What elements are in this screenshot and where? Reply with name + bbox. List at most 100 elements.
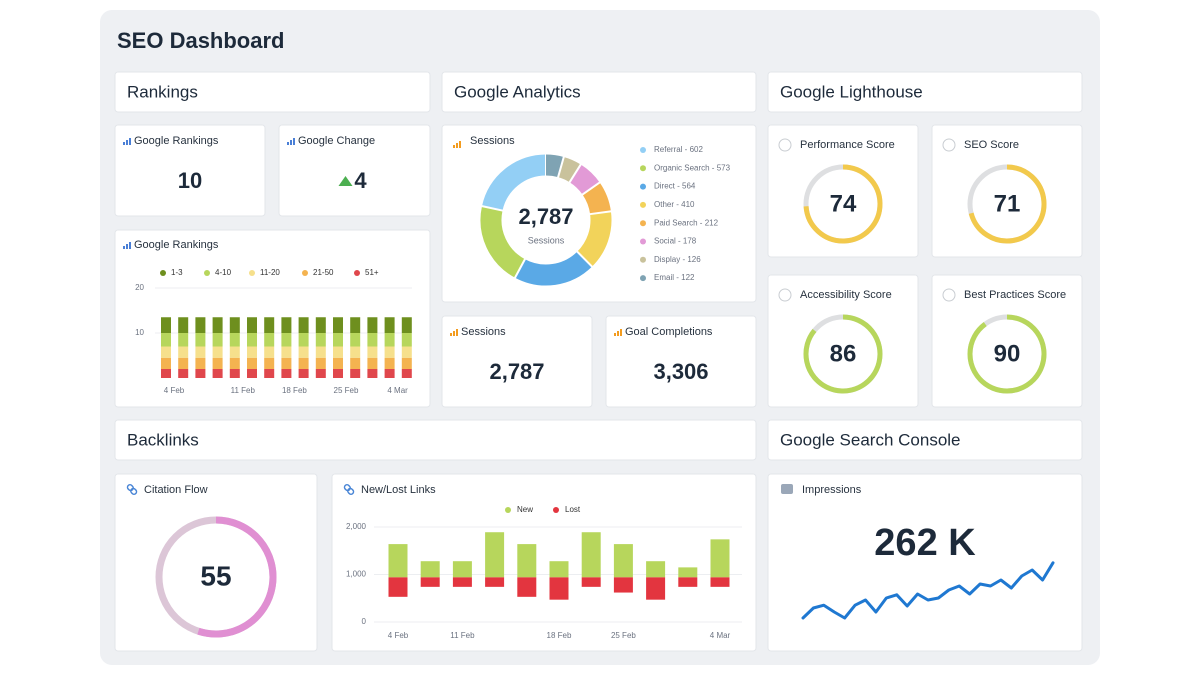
x-tick-label: 18 Feb	[282, 386, 307, 395]
chart-title: Google Rankings	[134, 239, 219, 251]
legend-swatch	[302, 270, 308, 276]
bar-segment	[247, 317, 257, 333]
bar-segment	[264, 357, 275, 369]
icon	[453, 331, 455, 336]
legend-label: Display - 126	[654, 255, 701, 264]
segment-gap	[481, 205, 504, 212]
y-tick-label: 1,000	[346, 570, 367, 579]
bar-segment	[315, 357, 326, 369]
gauge-card	[931, 274, 1083, 408]
bar-segment	[178, 346, 189, 358]
x-tick-label: 11 Feb	[450, 631, 475, 640]
legend-label: Referral - 602	[654, 145, 703, 154]
section-header	[767, 419, 1083, 461]
bar	[388, 577, 408, 597]
bar-segment	[229, 317, 240, 333]
bar-segment	[264, 346, 275, 358]
bar-segment	[384, 333, 395, 347]
icon	[456, 143, 458, 148]
bar-segment	[229, 369, 240, 378]
x-tick-label: 25 Feb	[334, 386, 359, 395]
bar-segment	[281, 346, 292, 358]
icon	[123, 142, 125, 145]
gauge-value: 55	[200, 560, 231, 591]
bar-segment	[281, 357, 292, 369]
legend-swatch	[160, 270, 166, 276]
legend-swatch	[640, 183, 646, 190]
legend-label: Paid Search - 212	[654, 218, 719, 227]
kpi-value: 262 K	[874, 522, 976, 564]
icon	[347, 487, 355, 495]
kpi-title: Goal Completions	[625, 326, 713, 338]
x-tick-label: 25 Feb	[611, 631, 636, 640]
bar-segment	[384, 317, 395, 333]
bar-segment	[229, 346, 240, 358]
bar-segment	[264, 333, 275, 347]
bar-segment	[367, 317, 378, 333]
bar-segment	[333, 333, 343, 347]
kpi-value: 4	[354, 168, 367, 193]
legend-label: 21-50	[313, 268, 334, 277]
section-title: Google Analytics	[454, 82, 581, 101]
bar-segment	[178, 317, 189, 333]
bar	[549, 561, 569, 578]
bar	[710, 539, 730, 578]
bar-segment	[350, 317, 361, 333]
gauge-value: 86	[830, 340, 857, 367]
chart-card	[331, 473, 757, 652]
icon	[459, 141, 461, 148]
legend-label: 51+	[365, 268, 379, 277]
icon	[456, 329, 458, 336]
chart-title: New/Lost Links	[361, 484, 436, 496]
y-tick-label: 20	[135, 283, 144, 292]
chart-title: Sessions	[470, 135, 515, 147]
chart-title: Impressions	[802, 484, 862, 496]
y-tick-label: 0	[362, 617, 367, 626]
bar-segment	[281, 317, 292, 333]
donut-segment	[576, 211, 612, 267]
bar-segment	[229, 333, 240, 347]
icon	[293, 138, 295, 145]
bar	[420, 577, 440, 587]
bar-segment	[161, 317, 171, 333]
bar-segment	[247, 346, 257, 358]
bar-segment	[281, 369, 292, 378]
bar-segment	[195, 333, 206, 347]
legend-swatch	[640, 238, 646, 245]
bar-segment	[161, 333, 171, 347]
donut-segment	[557, 156, 581, 183]
bar-segment	[315, 333, 326, 347]
kpi-card	[605, 315, 757, 408]
bar-segment	[315, 317, 326, 333]
kpi-card	[441, 315, 593, 408]
bar-segment	[333, 317, 343, 333]
bar-segment	[247, 369, 257, 378]
bar-segment	[315, 369, 326, 378]
segment-gap	[568, 163, 582, 184]
bar	[613, 577, 633, 593]
bar-segment	[229, 357, 240, 369]
legend-label: Organic Search - 573	[654, 163, 731, 172]
section-header	[114, 419, 757, 461]
legend-label: Other - 410	[654, 200, 695, 209]
bar-segment	[298, 346, 309, 358]
kpi-value: 2,787	[489, 359, 544, 384]
icon	[290, 140, 292, 145]
kpi-card	[278, 124, 431, 217]
legend-label: Lost	[565, 505, 581, 514]
gauge-title: Performance Score	[800, 139, 895, 151]
section-title: Google Search Console	[780, 430, 961, 449]
up-arrow	[338, 176, 353, 186]
gauge-arc	[967, 314, 1047, 394]
kpi-value: 10	[178, 168, 202, 193]
x-tick-label: 4 Feb	[388, 631, 409, 640]
bar-segment	[247, 333, 257, 347]
bar-segment	[178, 333, 189, 347]
icon	[126, 244, 128, 249]
icon	[620, 329, 622, 336]
x-tick-label: 4 Feb	[164, 386, 185, 395]
bar-segment	[350, 333, 361, 347]
x-tick-label: 4 Mar	[387, 386, 408, 395]
segment-gap	[576, 250, 594, 268]
